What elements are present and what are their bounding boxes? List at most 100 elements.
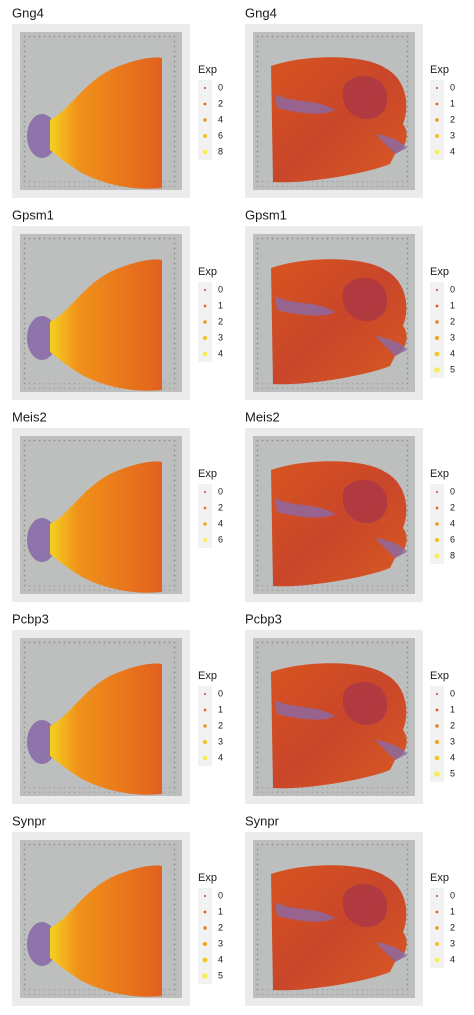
fiducial-frame	[256, 237, 412, 389]
legend-label: 3	[218, 938, 223, 948]
legend-label: 0	[450, 486, 455, 496]
legend-label: 1	[218, 300, 223, 310]
legend-key	[435, 506, 439, 510]
fiducial-frame	[23, 237, 179, 389]
legend-label: 1	[218, 704, 223, 714]
legend-label: 1	[450, 98, 455, 108]
legend-key	[202, 739, 208, 745]
legend-label: 2	[450, 922, 455, 932]
legend-label: 4	[218, 114, 223, 124]
legend-key	[202, 351, 208, 357]
legend-title: Exp	[198, 872, 217, 884]
ventricle	[275, 498, 335, 518]
legend-label: 6	[218, 130, 223, 140]
panel-title: Meis2	[245, 409, 280, 424]
panel-title: Gng4	[12, 5, 44, 20]
cerebellum	[342, 883, 388, 928]
fiducial-frame	[23, 843, 179, 995]
legend-key	[203, 320, 207, 324]
legend-label: 8	[218, 146, 223, 156]
legend-title: Exp	[430, 872, 449, 884]
legend-label: 2	[450, 114, 455, 124]
legend-key	[203, 926, 207, 930]
olfactory-bulb	[27, 922, 57, 966]
legend-key-background	[430, 282, 444, 378]
legend-key	[435, 118, 439, 122]
legend-label: 2	[218, 922, 223, 932]
ventricle	[275, 700, 335, 720]
legend-key-background	[198, 484, 212, 548]
legend-title: Exp	[430, 670, 449, 682]
panel-title: Pcbp3	[245, 611, 282, 626]
legend-label: 5	[450, 768, 455, 778]
legend-key	[202, 957, 208, 963]
panel	[245, 832, 423, 1006]
legend-key	[435, 910, 439, 914]
legend-key	[436, 693, 438, 695]
panel	[12, 630, 190, 804]
legend-label: 4	[218, 954, 223, 964]
panel-title: Gpsm1	[245, 207, 287, 222]
legend-key	[202, 941, 208, 947]
legend-key	[204, 693, 206, 695]
legend-label: 0	[218, 688, 223, 698]
legend-key	[204, 491, 206, 493]
legend-label: 1	[218, 906, 223, 916]
legend-key	[203, 708, 207, 712]
fiducial-frame	[23, 35, 179, 187]
legend-key	[203, 506, 207, 510]
legend-label: 4	[450, 752, 455, 762]
legend-title: Exp	[198, 64, 217, 76]
legend-title: Exp	[198, 468, 217, 480]
legend-label: 4	[450, 954, 455, 964]
legend-key	[435, 926, 439, 930]
legend-key	[203, 724, 207, 728]
brainstem-edge	[375, 942, 407, 962]
legend-key	[434, 367, 440, 373]
tissue	[50, 865, 162, 997]
legend-key	[434, 133, 440, 139]
legend-label: 3	[450, 938, 455, 948]
fiducial-frame	[23, 641, 179, 793]
legend-key	[435, 724, 439, 728]
legend-key-background	[430, 686, 444, 782]
legend-label: 3	[450, 130, 455, 140]
legend-key	[435, 102, 439, 106]
legend-label: 4	[218, 752, 223, 762]
legend-key	[434, 149, 440, 155]
legend-key	[202, 149, 208, 155]
legend-key	[434, 771, 440, 777]
legend-key	[202, 973, 208, 979]
legend-key	[435, 522, 439, 526]
legend-label: 0	[450, 82, 455, 92]
legend-key	[203, 910, 207, 914]
legend-key	[204, 895, 206, 897]
legend-key	[434, 351, 440, 357]
legend-key	[436, 87, 438, 89]
legend-label: 2	[450, 502, 455, 512]
legend-label: 0	[218, 284, 223, 294]
legend-label: 4	[450, 146, 455, 156]
legend-key	[202, 537, 208, 543]
fiducial-frame	[256, 641, 412, 793]
panel-title: Gpsm1	[12, 207, 54, 222]
legend-label: 1	[450, 906, 455, 916]
brainstem-edge	[375, 538, 407, 558]
olfactory-bulb	[27, 518, 57, 562]
legend-label: 0	[218, 82, 223, 92]
panel-title: Gng4	[245, 5, 277, 20]
legend-title: Exp	[430, 266, 449, 278]
legend-key	[434, 755, 440, 761]
legend-key	[203, 102, 207, 106]
tissue	[271, 663, 407, 789]
legend-label: 3	[218, 736, 223, 746]
tissue	[271, 461, 407, 587]
panel-title: Pcbp3	[12, 611, 49, 626]
panel-title: Synpr	[12, 813, 47, 828]
legend-label: 2	[218, 316, 223, 326]
legend-key	[434, 537, 440, 543]
legend-key	[436, 289, 438, 291]
legend-key	[434, 957, 440, 963]
legend-label: 4	[450, 348, 455, 358]
legend-key	[434, 553, 440, 559]
